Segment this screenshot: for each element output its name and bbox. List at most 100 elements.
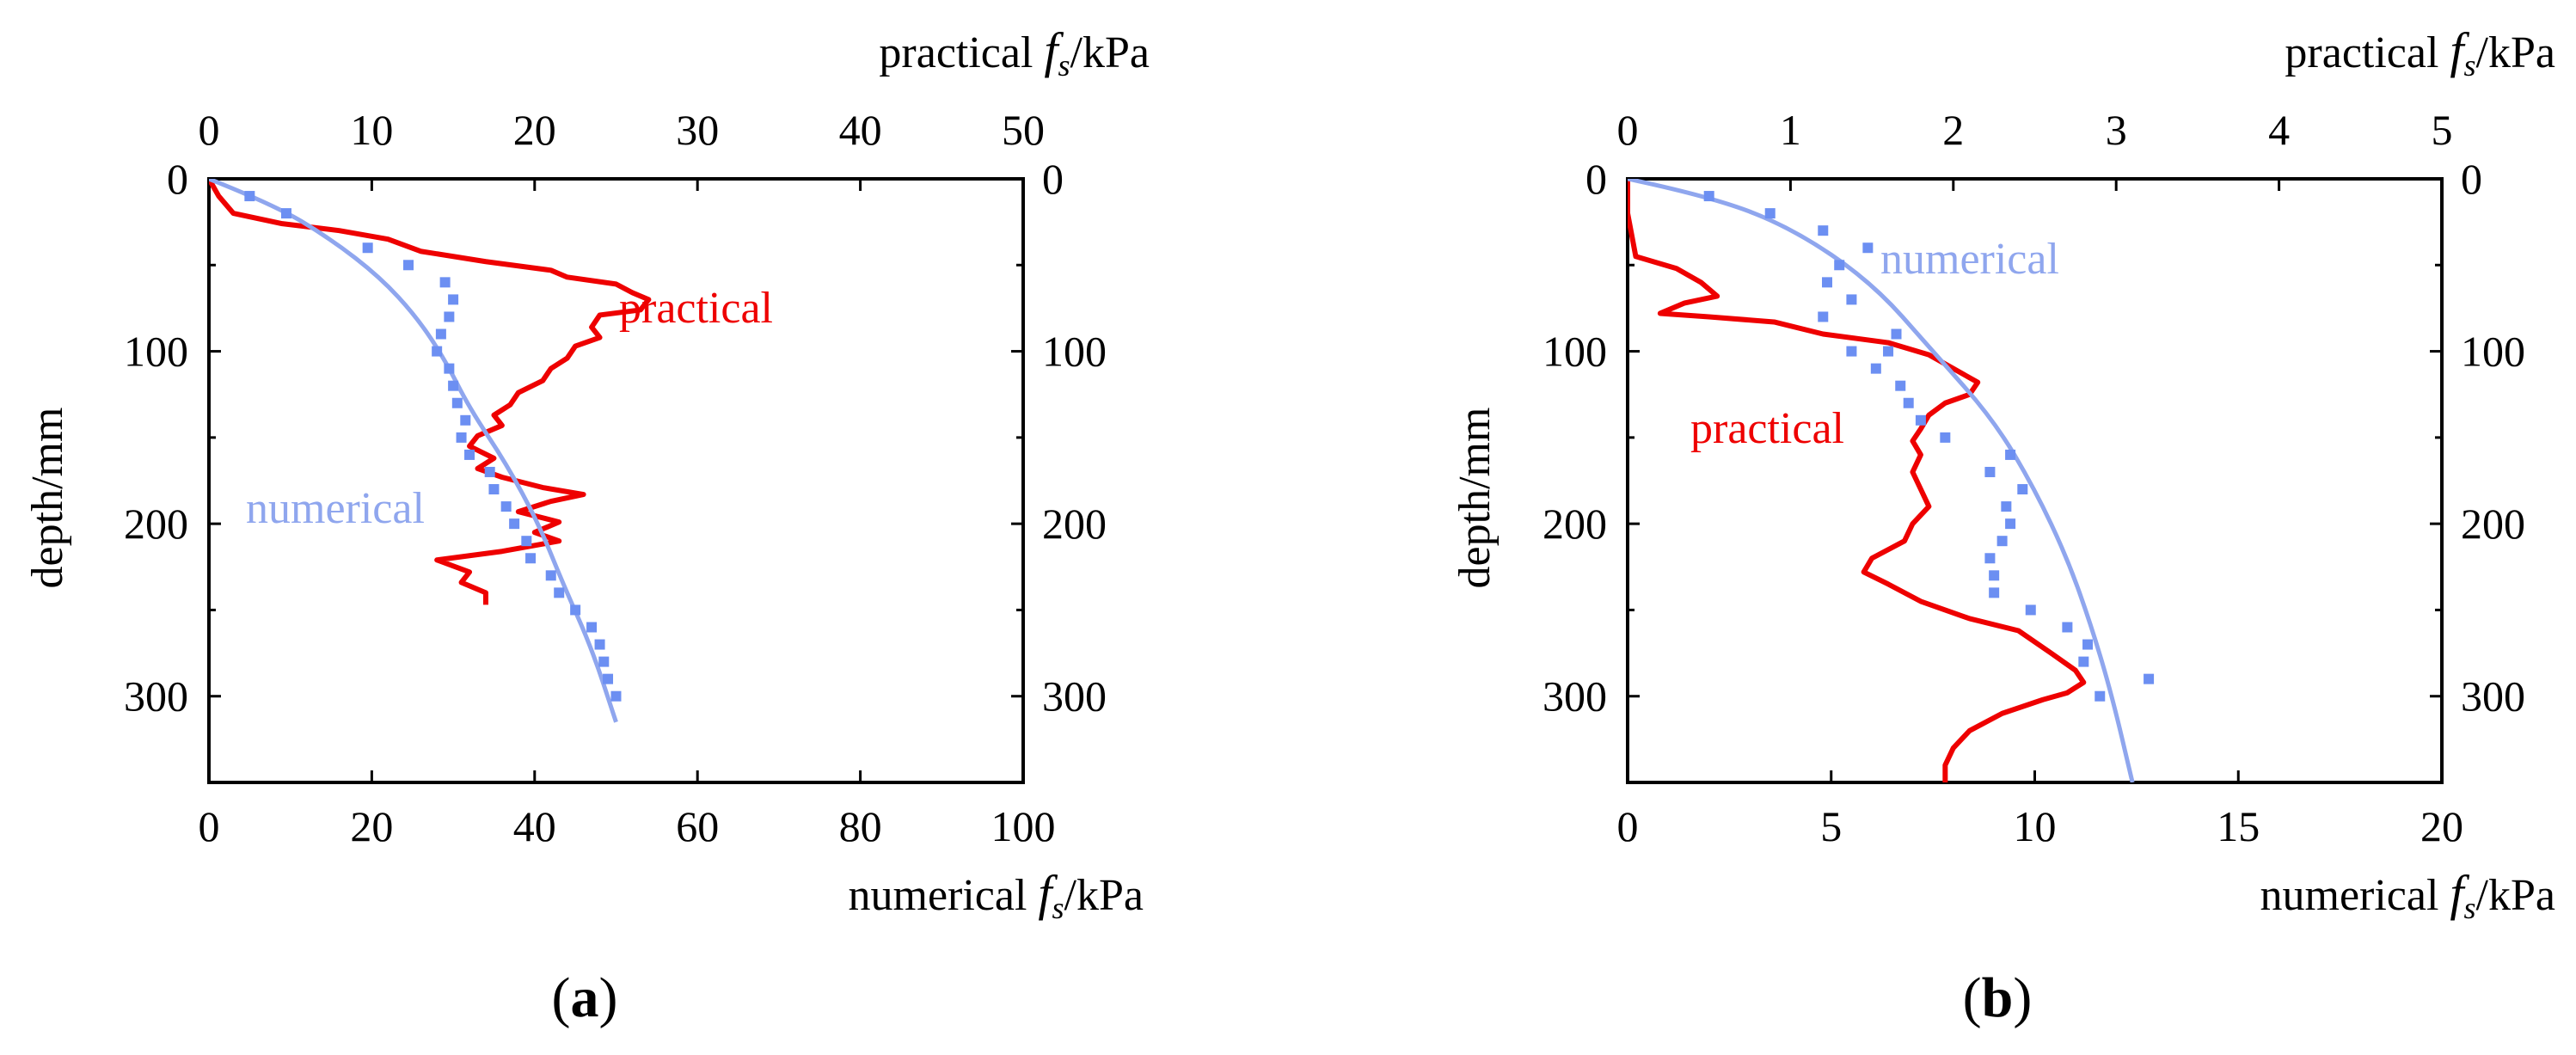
- series-annotation-numerical: numerical: [1880, 235, 2059, 284]
- numerical-data-point: [1862, 242, 1874, 254]
- x-top-tick-label: 10: [350, 106, 393, 154]
- numerical-data-point: [2082, 639, 2094, 650]
- numerical-data-point: [2005, 449, 2016, 460]
- numerical-data-point: [1984, 553, 1996, 564]
- numerical-data-point: [448, 380, 459, 391]
- y-left-tick-label: 200: [1543, 500, 1607, 548]
- x-top-tick-label: 40: [839, 106, 882, 154]
- y-right-tick-label: 0: [1042, 155, 1064, 203]
- x-top-axis-title: practical fs/kPa: [2285, 22, 2555, 83]
- numerical-data-point: [1895, 380, 1906, 391]
- y-left-tick-label: 300: [1543, 672, 1607, 721]
- numerical-data-point: [451, 397, 463, 408]
- y-left-tick-label: 100: [1543, 328, 1607, 376]
- numerical-data-point: [464, 449, 475, 460]
- x-bottom-axis-title-sub: s: [1052, 891, 1064, 925]
- numerical-data-point: [484, 466, 495, 477]
- y-left-tick-label: 300: [124, 672, 188, 721]
- numerical-data-point: [1915, 414, 1926, 426]
- numerical-data-point: [1764, 208, 1776, 219]
- numerical-data-point: [1940, 432, 1951, 443]
- numerical-data-point: [554, 587, 565, 598]
- numerical-data-point: [570, 604, 581, 616]
- x-bottom-tick-label: 5: [1820, 802, 1842, 850]
- x-top-tick-label: 0: [199, 106, 220, 154]
- numerical-data-point: [1891, 328, 1902, 340]
- numerical-data-point: [598, 656, 610, 667]
- numerical-data-point: [1703, 191, 1714, 202]
- panel-label-letter: a: [571, 966, 599, 1029]
- x-top-tick-label: 1: [1780, 106, 1801, 154]
- numerical-data-point: [545, 570, 556, 581]
- panel-label-close: ): [599, 966, 618, 1029]
- numerical-data-point: [1822, 277, 1833, 288]
- numerical-data-point: [432, 346, 443, 357]
- numerical-data-point: [2025, 604, 2036, 616]
- numerical-data-point: [586, 622, 598, 633]
- x-top-tick-label: 20: [513, 106, 556, 154]
- practical-series-line: [1628, 179, 2087, 782]
- x-top-tick-label: 5: [2432, 106, 2453, 154]
- x-top-axis-title-suffix: /kPa: [1070, 28, 1150, 77]
- numerical-data-point: [1846, 294, 1857, 305]
- y-right-tick-label: 100: [2461, 328, 2525, 376]
- x-bottom-tick-label: 100: [991, 802, 1056, 850]
- y-right-tick-label: 200: [1042, 500, 1107, 548]
- numerical-data-point: [1846, 346, 1857, 357]
- x-bottom-axis-title-suffix: /kPa: [2476, 871, 2555, 920]
- panel-label-open: (: [552, 966, 571, 1029]
- x-top-tick-label: 50: [1002, 106, 1045, 154]
- y-right-tick-label: 300: [2461, 672, 2525, 721]
- numerical-data-point: [448, 294, 459, 305]
- numerical-data-point: [1989, 570, 2000, 581]
- numerical-data-point: [488, 484, 500, 495]
- y-left-tick-label: 0: [167, 155, 188, 203]
- numerical-data-point: [2144, 673, 2155, 684]
- x-bottom-axis-title-prefix: numerical: [849, 871, 1039, 920]
- numerical-data-point: [525, 553, 537, 564]
- numerical-data-point: [444, 363, 455, 374]
- numerical-data-point: [500, 501, 512, 512]
- y-right-tick-label: 0: [2461, 155, 2482, 203]
- numerical-data-point: [2062, 622, 2073, 633]
- numerical-data-point: [460, 414, 471, 426]
- numerical-data-point: [1818, 311, 1829, 322]
- numerical-data-point: [1870, 363, 1881, 374]
- x-top-axis-title-suffix: /kPa: [2476, 28, 2555, 77]
- x-top-tick-label: 2: [1942, 106, 1964, 154]
- x-bottom-tick-label: 0: [1617, 802, 1639, 850]
- x-bottom-axis-title-sub: s: [2464, 891, 2476, 925]
- numerical-data-point: [2005, 518, 2016, 530]
- x-bottom-tick-label: 15: [2217, 802, 2260, 850]
- series-annotation-practical: practical: [1690, 404, 1844, 453]
- numerical-data-point: [439, 277, 451, 288]
- numerical-data-point: [1818, 225, 1829, 236]
- numerical-data-point: [444, 311, 455, 322]
- x-top-axis-title-sub: s: [2464, 48, 2476, 83]
- numerical-data-point: [2017, 484, 2028, 495]
- numerical-data-point: [509, 518, 520, 530]
- panel-label: (a): [552, 966, 618, 1029]
- numerical-data-point: [244, 191, 255, 202]
- numerical-data-point: [456, 432, 467, 443]
- numerical-data-point: [403, 260, 414, 271]
- x-top-axis-title-sub: s: [1058, 48, 1070, 83]
- numerical-data-point: [1996, 536, 2008, 547]
- numerical-data-point: [2095, 690, 2106, 702]
- panel-label-close: ): [2013, 966, 2032, 1029]
- x-bottom-tick-label: 60: [676, 802, 719, 850]
- series-annotation-practical: practical: [619, 284, 773, 333]
- x-bottom-tick-label: 20: [2420, 802, 2463, 850]
- panel-label-letter: b: [1982, 966, 2014, 1029]
- plot-frame: [207, 177, 1025, 784]
- y-left-tick-label: 0: [1585, 155, 1607, 203]
- x-top-axis-title-prefix: practical: [2285, 28, 2450, 77]
- numerical-data-point: [610, 690, 622, 702]
- x-bottom-tick-label: 40: [513, 802, 556, 850]
- numerical-data-point: [594, 639, 605, 650]
- numerical-data-point: [1989, 587, 2000, 598]
- x-bottom-tick-label: 0: [199, 802, 220, 850]
- panel-label-open: (: [1963, 966, 1982, 1029]
